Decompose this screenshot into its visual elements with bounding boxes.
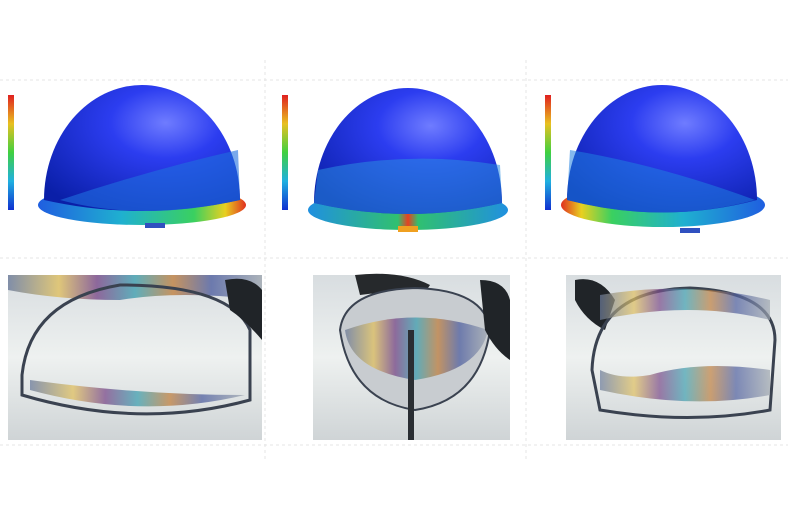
fringes bbox=[600, 366, 770, 402]
stress-region bbox=[314, 158, 502, 214]
photo-background bbox=[8, 275, 262, 440]
dome-outline bbox=[20, 283, 252, 416]
photo bbox=[566, 275, 781, 440]
simulation-panel bbox=[282, 88, 508, 232]
photo bbox=[8, 275, 262, 440]
tab bbox=[398, 226, 418, 232]
color-legend bbox=[282, 95, 288, 210]
color-legend bbox=[545, 95, 551, 210]
tab bbox=[145, 223, 165, 228]
simulation-panel bbox=[8, 85, 246, 228]
stress-region bbox=[567, 150, 755, 213]
hand bbox=[480, 280, 510, 360]
hand bbox=[225, 278, 262, 340]
holder bbox=[408, 330, 414, 440]
tab bbox=[680, 228, 700, 233]
photo bbox=[313, 273, 510, 440]
stress-region bbox=[60, 150, 240, 211]
grid bbox=[0, 60, 788, 460]
color-legend bbox=[8, 95, 14, 210]
fringes bbox=[30, 380, 245, 407]
simulation-panel bbox=[545, 85, 765, 233]
fringes bbox=[600, 288, 770, 320]
fringes bbox=[345, 317, 488, 380]
